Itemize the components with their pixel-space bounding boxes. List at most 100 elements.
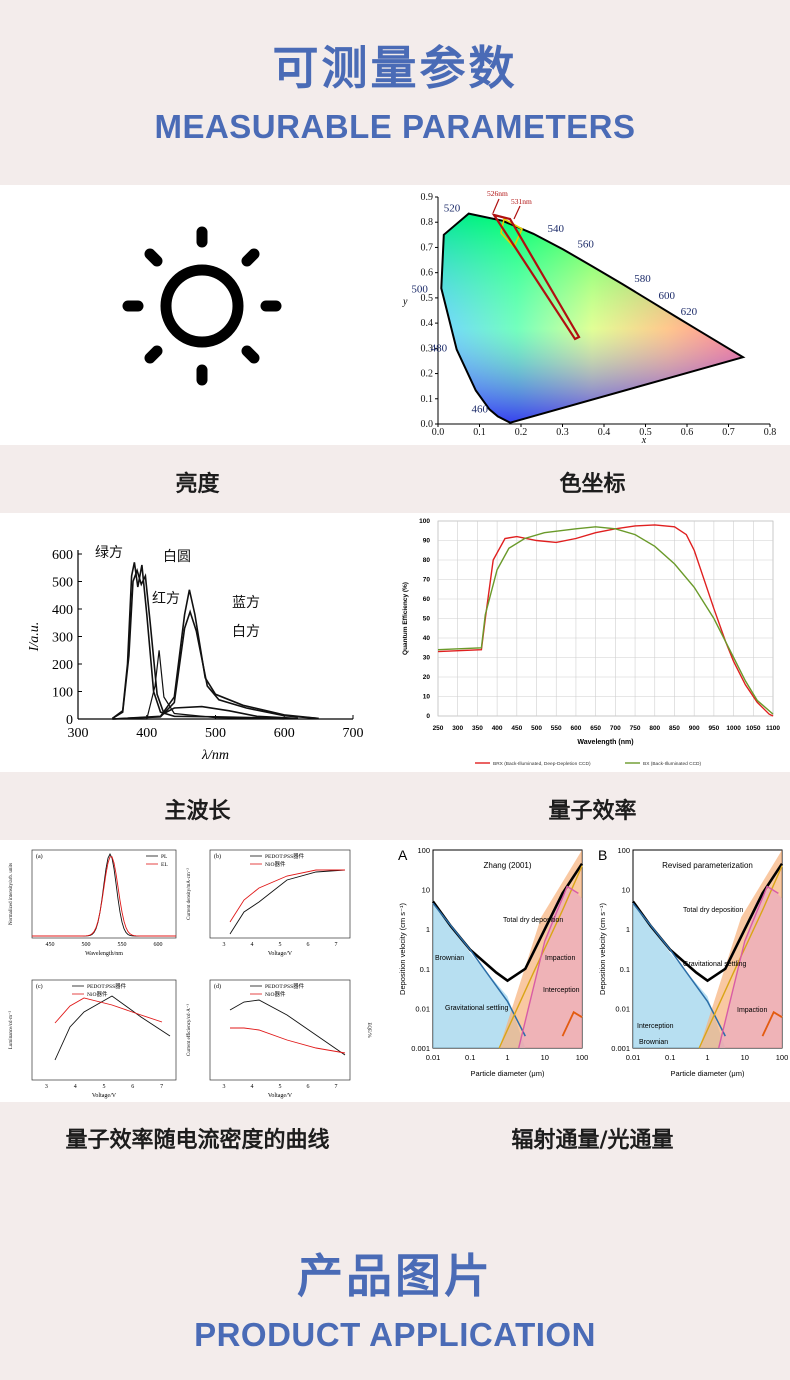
dep-x-tick-label: 0.1 (465, 1053, 475, 1062)
qe-x-tick-label: 800 (649, 725, 660, 732)
dep-brownian-region (433, 901, 526, 1048)
qe-x-tick-label: 1050 (746, 725, 761, 732)
dep-y-tick-label: 0.01 (415, 1004, 430, 1013)
grid-x-tick-label: 5 (103, 1084, 106, 1090)
grid-x-tick-label: 4 (74, 1084, 77, 1090)
qe-legend-label: BX (Back-Illuminated CCD) (643, 761, 702, 767)
dep-y-tick-label: 100 (617, 846, 630, 855)
el-series-label: 蓝方 (232, 595, 260, 611)
cie-y-tick-label: 0.3 (421, 343, 434, 354)
grid-x-tick-label: 7 (335, 942, 338, 948)
dep-x-tick-label: 1 (705, 1053, 709, 1062)
grid-legend-label: NiO器件 (87, 990, 108, 998)
qe-x-axis-label: Wavelength (nm) (577, 739, 633, 746)
dep-brownian-curve (432, 902, 526, 1037)
grid-x-tick-label: 450 (46, 942, 55, 948)
cie-wavelength-label: 500 (411, 283, 428, 295)
grid-x-tick-label: 7 (160, 1084, 163, 1090)
cie-arrow-531 (513, 205, 521, 220)
grid-y-axis-label: Normalized intensity/arb. units (9, 863, 14, 925)
cie-x-tick-label: 0.7 (722, 427, 735, 438)
cie-y-tick-label: 0.6 (421, 268, 434, 279)
grid-legend-label: NiO器件 (265, 860, 286, 868)
cie-wavelength-label: 540 (547, 223, 564, 235)
qe-series-line (437, 526, 774, 715)
dep-x-tick-label: 0.01 (626, 1053, 641, 1062)
grid-legend-label: PEDOT:PSS器件 (87, 982, 127, 990)
dep-y-tick-label: 0.001 (611, 1044, 630, 1053)
grid-panel-frame (31, 979, 177, 1081)
dep-annotation: Gravitational settling (445, 1005, 509, 1012)
qe-y-tick-label: 100 (419, 518, 430, 525)
grid-x-tick-label: 5 (279, 942, 282, 948)
dep-impaction-curve (718, 885, 779, 1049)
grid-x-axis-label: Voltage/V (92, 1093, 117, 1099)
qe-vs-current-charts: (a) 450 500 550 600 Wavelength/nm Normalized i… (8, 849, 371, 1099)
qe-x-tick-label: 1100 (766, 725, 780, 732)
footer-title: 产品图片 (297, 1249, 493, 1303)
grid-x-tick-label: 4 (251, 942, 254, 948)
cie-y-tick-label: 0.8 (421, 217, 434, 228)
dep-annotation: Interception (637, 1023, 674, 1030)
cie-y-tick-label: 0.4 (421, 318, 434, 329)
cie-gamut-triangle (491, 213, 581, 341)
page-title: 可测量参数 (272, 41, 518, 95)
grid-x-axis-label: Wavelength/nm (85, 951, 123, 957)
cie-x-tick-label: 0.8 (764, 427, 777, 438)
dep-impaction-region (718, 886, 782, 1048)
cie-wavelength-label: 560 (577, 238, 594, 250)
quantum-efficiency-chart: 250 300 350 400 450 500 550 600 650 700 750 800 850 9… (402, 518, 780, 767)
qe-x-tick-label: 750 (630, 725, 641, 732)
cie-x-tick-label: 0.5 (639, 427, 652, 438)
dep-x-tick-label: 100 (776, 1053, 789, 1062)
grid-c-pedot (54, 995, 171, 1061)
dep-y-tick-label: 100 (417, 846, 430, 855)
el-series-label: 白方 (232, 624, 260, 640)
dep-annotation: Gravitational settling (683, 961, 747, 968)
cie-annotation-526: 526nm (487, 189, 508, 198)
grid-x-axis-label: Voltage/V (268, 951, 293, 957)
caption-dominant-wavelength: 主波长 (164, 799, 231, 824)
el-x-tick-label: 600 (274, 726, 295, 741)
el-series-line (112, 609, 319, 720)
el-y-tick-label: 600 (52, 548, 73, 563)
brightness-panel (0, 185, 395, 445)
cie-x-tick-label: 0.3 (556, 427, 569, 438)
el-series-line (112, 650, 285, 720)
dep-y-tick-label: 0.001 (411, 1044, 430, 1053)
dep-annotation: Interception (543, 987, 580, 994)
dep-annotation: Total dry deposition (683, 907, 743, 914)
qe-x-tick-label: 450 (511, 725, 522, 732)
grid-legend-label: PL (161, 854, 168, 860)
el-x-tick-label: 700 (343, 726, 364, 741)
el-y-tick-label: 500 (52, 576, 73, 591)
grid-panel-frame (209, 979, 351, 1081)
cie-wavelength-label: 600 (658, 290, 675, 302)
el-series-line (112, 589, 319, 720)
dep-x-tick-label: 1 (505, 1053, 509, 1062)
dep-impaction-region (518, 886, 582, 1048)
sun-icon (122, 226, 282, 386)
dep-y-tick-label: 1 (626, 925, 630, 934)
grid-x-tick-label: 3 (223, 942, 226, 948)
dep-y-axis-label: Deposition velocity (cm s⁻¹) (398, 903, 407, 995)
qe-x-tick-label: 950 (708, 725, 719, 732)
qe-x-tick-label: 550 (551, 725, 562, 732)
grid-d-nio (230, 1027, 346, 1054)
cie-wavelength-label: 620 (681, 306, 698, 318)
grid-x-tick-label: 6 (307, 1084, 310, 1090)
dep-y-tick-label: 0.01 (615, 1004, 630, 1013)
qe-series-line (437, 524, 774, 717)
caption-brightness: 亮度 (175, 472, 220, 497)
cie-x-tick-label: 0.6 (681, 427, 694, 438)
footer-section: 产品图片 PRODUCT APPLICATION (0, 1240, 790, 1354)
grid-y-axis-label: Current density/mA·cm⁻² (186, 868, 192, 920)
dep-annotation: Impaction (545, 955, 575, 962)
grid-x-tick-label: 3 (223, 1084, 226, 1090)
cie-y-tick-label: 0.9 (421, 192, 434, 203)
dep-annotation: Brownian (435, 955, 464, 962)
qe-y-tick-label: 90 (423, 538, 431, 545)
qe-x-tick-label: 850 (669, 725, 680, 732)
header: 可测量参数 MEASURABLE PARAMETERS (0, 32, 790, 146)
el-x-tick-label: 400 (136, 726, 157, 741)
